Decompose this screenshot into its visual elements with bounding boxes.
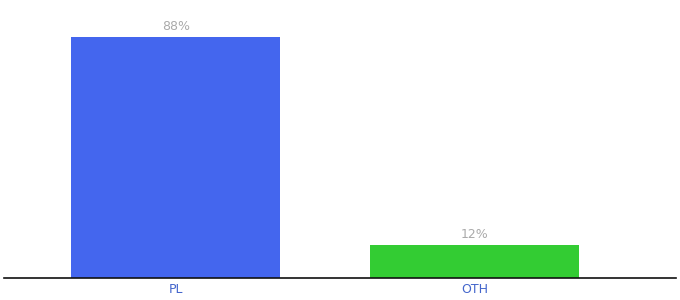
Text: 12%: 12% bbox=[460, 228, 488, 241]
Bar bbox=[370, 245, 579, 278]
Text: 88%: 88% bbox=[162, 20, 190, 33]
Bar bbox=[71, 37, 280, 278]
